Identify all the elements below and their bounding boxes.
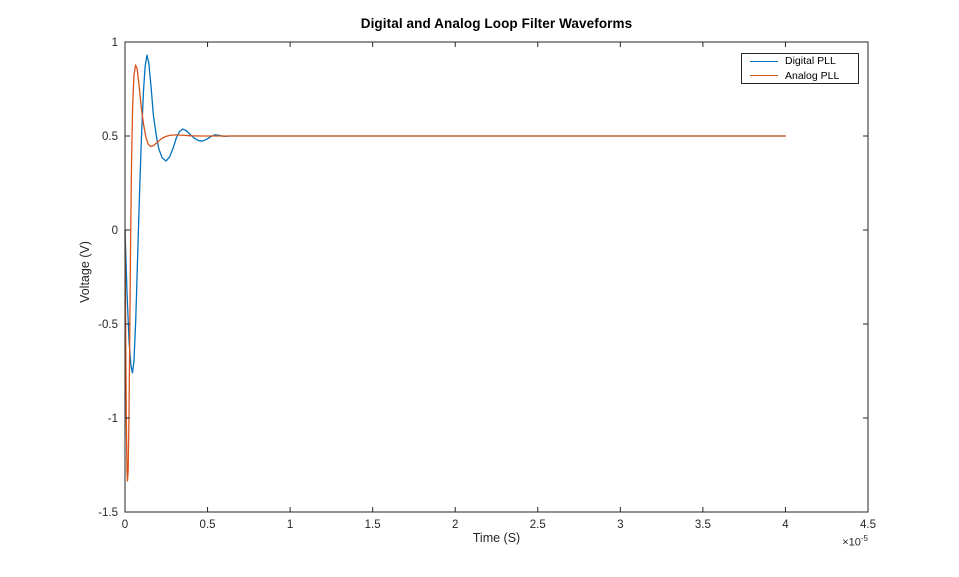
x-tick-label: 0 <box>122 519 128 531</box>
y-axis-label: Voltage (V) <box>78 241 92 303</box>
chart-title: Digital and Analog Loop Filter Waveforms <box>360 16 633 31</box>
legend-line <box>750 75 778 77</box>
x-tick-label: 0.5 <box>200 519 216 531</box>
legend: Digital PLL Analog PLL <box>741 53 859 84</box>
legend-entry-analog-pll: Analog PLL <box>742 69 858 83</box>
series-line-analog-pll <box>124 64 787 482</box>
x-tick-label: 2.5 <box>530 519 546 531</box>
legend-line <box>750 60 778 62</box>
x-axis-exponent-power: -5 <box>860 534 868 543</box>
y-tick-label: 0.5 <box>102 131 118 143</box>
x-axis-label: Time (S) <box>472 531 521 545</box>
x-tick-label: 1 <box>287 519 293 531</box>
x-axis-exponent-base: ×10 <box>842 536 861 549</box>
x-axis-exponent: ×10-5 <box>830 534 868 549</box>
x-tick-label: 4 <box>782 519 789 531</box>
x-tick-label: 3.5 <box>695 519 711 531</box>
series-line-digital-pll <box>124 54 787 374</box>
legend-label: Analog PLL <box>785 69 840 82</box>
y-tick-label: -0.5 <box>98 319 118 331</box>
x-tick-label: 4.5 <box>860 519 876 531</box>
y-tick-label: 1 <box>112 37 118 49</box>
y-tick-label: -1.5 <box>98 507 118 519</box>
y-tick-label: 0 <box>112 225 118 237</box>
legend-label: Digital PLL <box>785 55 836 68</box>
x-tick-label: 2 <box>452 519 458 531</box>
x-tick-label: 1.5 <box>365 519 381 531</box>
y-tick-label: -1 <box>108 413 118 425</box>
x-tick-label: 3 <box>617 519 623 531</box>
axes-box <box>124 41 869 513</box>
legend-entry-digital-pll: Digital PLL <box>742 54 858 68</box>
